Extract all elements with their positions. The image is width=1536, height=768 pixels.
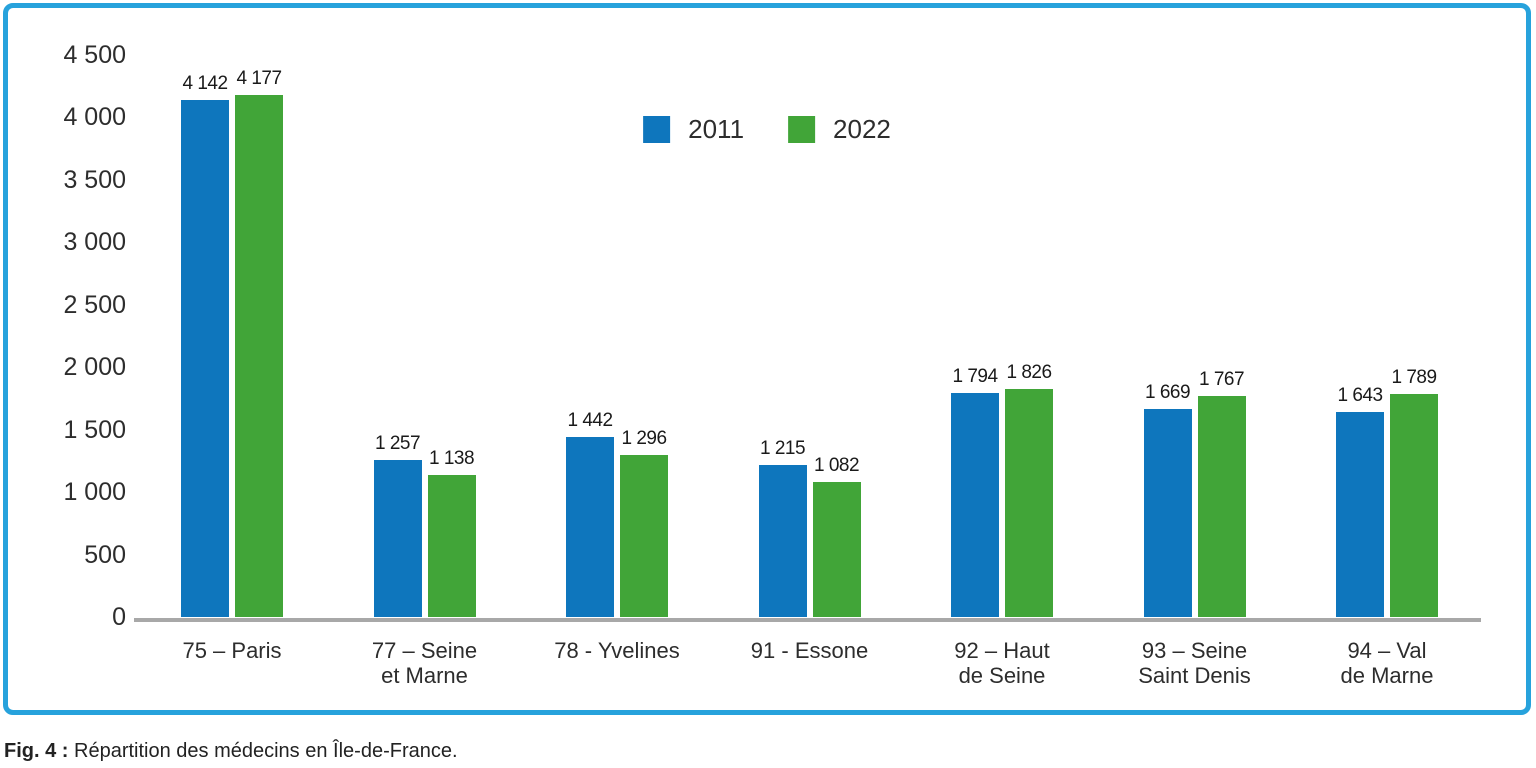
bar-2011: [181, 99, 229, 617]
bar-value-label: 1 669: [1144, 381, 1191, 403]
bar-value-label: 1 138: [428, 447, 475, 469]
x-category-label: 92 – Haut de Seine: [954, 638, 1050, 688]
y-tick-label: 0: [112, 603, 126, 631]
bar-2022: [427, 474, 476, 617]
caption-text: Répartition des médecins en Île-de-Franc…: [68, 740, 458, 762]
bar-2022: [812, 481, 861, 617]
bar-value-label: 4 177: [236, 68, 282, 90]
y-tick-label: 1 500: [63, 415, 126, 444]
x-category-label: 75 – Paris: [182, 638, 282, 663]
y-tick-label: 4 000: [63, 103, 126, 132]
value-labels-layer: 4 142 4 177 1 257 1 138 1 442 1 296 1 215 1 082…: [8, 8, 1526, 710]
y-axis: 0 500 1 000 1 500 2 000 2 500 3 000 3 500 4 000 4…: [8, 8, 1526, 710]
bar-value-label: 1 442: [567, 409, 613, 431]
x-axis-line: [134, 618, 1481, 622]
y-tick-label: 3 000: [63, 228, 126, 257]
x-category-label: 91 - Essone: [750, 638, 869, 663]
bar-value-label: 4 142: [182, 72, 228, 94]
bar-value-label: 1 082: [813, 454, 860, 476]
y-tick-label: 2 000: [63, 353, 126, 382]
x-category-label: 93 – Seine Saint Denis: [1138, 638, 1251, 688]
bar-2011: [951, 392, 999, 617]
legend-label: 2022: [833, 114, 891, 144]
bar-2011: [1143, 408, 1192, 617]
chart-legend: 2011 2022: [643, 114, 891, 145]
figure-caption: Fig. 4 : Répartition des médecins en Île…: [4, 740, 458, 763]
bar-2022: [1005, 388, 1053, 617]
bar-value-label: 1 296: [621, 428, 667, 450]
x-axis-labels: 75 – Paris 77 – Seine et Marne 78 - Yveline…: [8, 8, 1526, 710]
bar-2022: [235, 95, 283, 617]
legend-item-2022: 2022: [788, 114, 891, 145]
x-category-label: 77 – Seine et Marne: [371, 638, 478, 688]
legend-item-2011: 2011: [643, 114, 744, 145]
legend-swatch-icon: [788, 116, 816, 143]
caption-label: Fig. 4 :: [4, 740, 69, 762]
bar-value-label: 1 257: [374, 433, 421, 454]
y-tick-label: 4 500: [63, 41, 126, 69]
legend-label: 2011: [688, 114, 745, 144]
bar-2022: [620, 455, 668, 617]
bar-2011: [566, 436, 614, 617]
y-tick-label: 3 500: [63, 165, 126, 194]
bar-value-label: 1 789: [1391, 366, 1437, 388]
bars-layer: [8, 8, 1526, 710]
bar-value-label: 1 826: [1006, 361, 1052, 383]
legend-swatch-icon: [643, 116, 671, 143]
y-tick-label: 500: [84, 540, 126, 569]
bar-2022: [1390, 393, 1438, 617]
chart-card: 0 500 1 000 1 500 2 000 2 500 3 000 3 500 4 000 4…: [3, 3, 1531, 715]
y-tick-label: 1 000: [63, 478, 126, 507]
bar-value-label: 1 215: [759, 438, 806, 460]
x-category-label: 94 – Val de Marne: [1340, 638, 1434, 688]
bar-2011: [1336, 411, 1384, 617]
x-category-label: 78 - Yvelines: [554, 638, 680, 663]
bar-2022: [1197, 396, 1246, 617]
y-tick-label: 2 500: [63, 290, 126, 319]
bar-value-label: 1 767: [1198, 369, 1245, 391]
bar-value-label: 1 643: [1337, 384, 1383, 406]
bar-2011: [373, 460, 422, 617]
bar-2011: [758, 465, 807, 617]
bar-value-label: 1 794: [952, 365, 998, 387]
